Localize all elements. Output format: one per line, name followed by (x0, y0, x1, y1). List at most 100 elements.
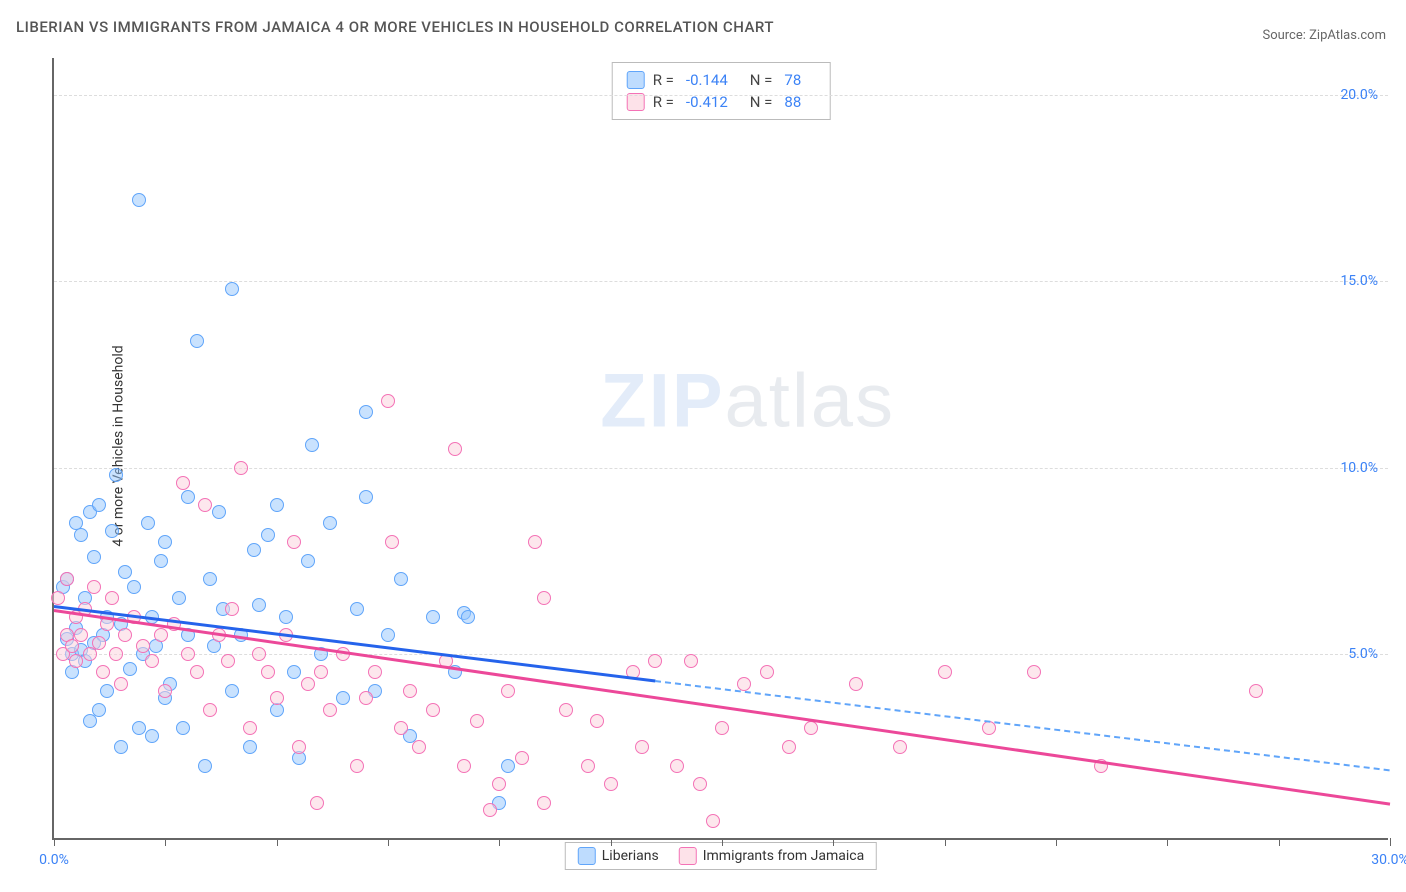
scatter-point-s1 (426, 610, 440, 624)
x-tick (611, 838, 612, 846)
scatter-point-s2 (114, 677, 128, 691)
scatter-point-s2 (203, 703, 217, 717)
scatter-point-s2 (270, 691, 284, 705)
y-tick-label: 5.0% (1348, 646, 1378, 662)
scatter-point-s1 (203, 572, 217, 586)
scatter-point-s1 (243, 740, 257, 754)
scatter-point-s2 (92, 636, 106, 650)
x-tick (1390, 838, 1391, 846)
gridline (54, 468, 1388, 469)
scatter-point-s2 (190, 665, 204, 679)
scatter-point-s2 (359, 691, 373, 705)
scatter-point-s2 (581, 759, 595, 773)
legend-swatch-s1 (578, 847, 596, 865)
legend-swatch-s2 (679, 847, 697, 865)
x-tick (945, 838, 946, 846)
n-label: N = (750, 71, 773, 89)
legend-label-s2: Immigrants from Jamaica (703, 848, 865, 864)
x-tick (722, 838, 723, 846)
scatter-point-s1 (247, 543, 261, 557)
scatter-point-s2 (412, 740, 426, 754)
scatter-point-s1 (132, 193, 146, 207)
scatter-point-s2 (470, 714, 484, 728)
scatter-point-s2 (893, 740, 907, 754)
scatter-point-s2 (938, 665, 952, 679)
gridline (54, 281, 1388, 282)
scatter-point-s1 (190, 334, 204, 348)
scatter-point-s1 (181, 490, 195, 504)
scatter-point-s1 (336, 691, 350, 705)
scatter-point-s2 (528, 535, 542, 549)
scatter-point-s1 (359, 490, 373, 504)
scatter-point-s2 (457, 759, 471, 773)
scatter-point-s2 (154, 628, 168, 642)
scatter-point-s1 (323, 516, 337, 530)
chart-container: LIBERIAN VS IMMIGRANTS FROM JAMAICA 4 OR… (0, 0, 1406, 892)
scatter-point-s2 (394, 721, 408, 735)
gridline (54, 95, 1388, 96)
scatter-point-s2 (96, 665, 110, 679)
x-tick (165, 838, 166, 846)
source-citation: Source: ZipAtlas.com (1262, 28, 1386, 43)
scatter-point-s1 (114, 740, 128, 754)
scatter-point-s2 (381, 394, 395, 408)
x-tick (499, 838, 500, 846)
scatter-point-s1 (305, 438, 319, 452)
scatter-point-s1 (92, 498, 106, 512)
chart-title: LIBERIAN VS IMMIGRANTS FROM JAMAICA 4 OR… (16, 18, 774, 36)
scatter-point-s1 (172, 591, 186, 605)
scatter-point-s2 (385, 535, 399, 549)
x-tick (1167, 838, 1168, 846)
scatter-point-s2 (403, 684, 417, 698)
scatter-point-s1 (127, 580, 141, 594)
scatter-point-s2 (635, 740, 649, 754)
scatter-point-s2 (715, 721, 729, 735)
scatter-point-s1 (100, 684, 114, 698)
scatter-point-s2 (225, 602, 239, 616)
scatter-point-s2 (537, 591, 551, 605)
scatter-point-s1 (132, 721, 146, 735)
scatter-point-s1 (105, 524, 119, 538)
legend-label-s1: Liberians (602, 848, 659, 864)
legend-swatch-s1 (627, 71, 645, 89)
legend-item-s2: Immigrants from Jamaica (679, 847, 865, 865)
scatter-point-s2 (74, 628, 88, 642)
scatter-point-s2 (252, 647, 266, 661)
scatter-point-s2 (559, 703, 573, 717)
scatter-point-s1 (145, 729, 159, 743)
trend-line (54, 609, 1390, 805)
scatter-point-s2 (243, 721, 257, 735)
legend-row-s1: R = -0.144 N = 78 (627, 69, 816, 91)
scatter-point-s1 (287, 665, 301, 679)
scatter-point-s2 (515, 751, 529, 765)
scatter-point-s2 (760, 665, 774, 679)
scatter-point-s1 (158, 535, 172, 549)
y-tick-label: 10.0% (1340, 460, 1378, 476)
plot-area: ZIPatlas R = -0.144 N = 78 R = -0.412 N … (52, 58, 1388, 840)
scatter-point-s2 (87, 580, 101, 594)
scatter-point-s2 (60, 572, 74, 586)
scatter-point-s2 (105, 591, 119, 605)
r-label: R = (653, 71, 674, 89)
scatter-point-s1 (212, 505, 226, 519)
x-tick (277, 838, 278, 846)
scatter-point-s1 (394, 572, 408, 586)
scatter-point-s2 (136, 639, 150, 653)
scatter-point-s2 (448, 442, 462, 456)
scatter-point-s2 (590, 714, 604, 728)
y-tick-label: 20.0% (1340, 87, 1378, 103)
scatter-point-s2 (492, 777, 506, 791)
scatter-point-s2 (782, 740, 796, 754)
scatter-point-s1 (301, 554, 315, 568)
scatter-point-s2 (176, 476, 190, 490)
scatter-point-s2 (706, 814, 720, 828)
scatter-point-s2 (426, 703, 440, 717)
x-tick-label: 30.0% (1371, 852, 1406, 868)
scatter-point-s1 (92, 703, 106, 717)
scatter-point-s2 (982, 721, 996, 735)
y-tick-label: 15.0% (1340, 273, 1378, 289)
scatter-point-s2 (648, 654, 662, 668)
scatter-point-s2 (292, 740, 306, 754)
scatter-point-s2 (501, 684, 515, 698)
scatter-point-s2 (145, 654, 159, 668)
